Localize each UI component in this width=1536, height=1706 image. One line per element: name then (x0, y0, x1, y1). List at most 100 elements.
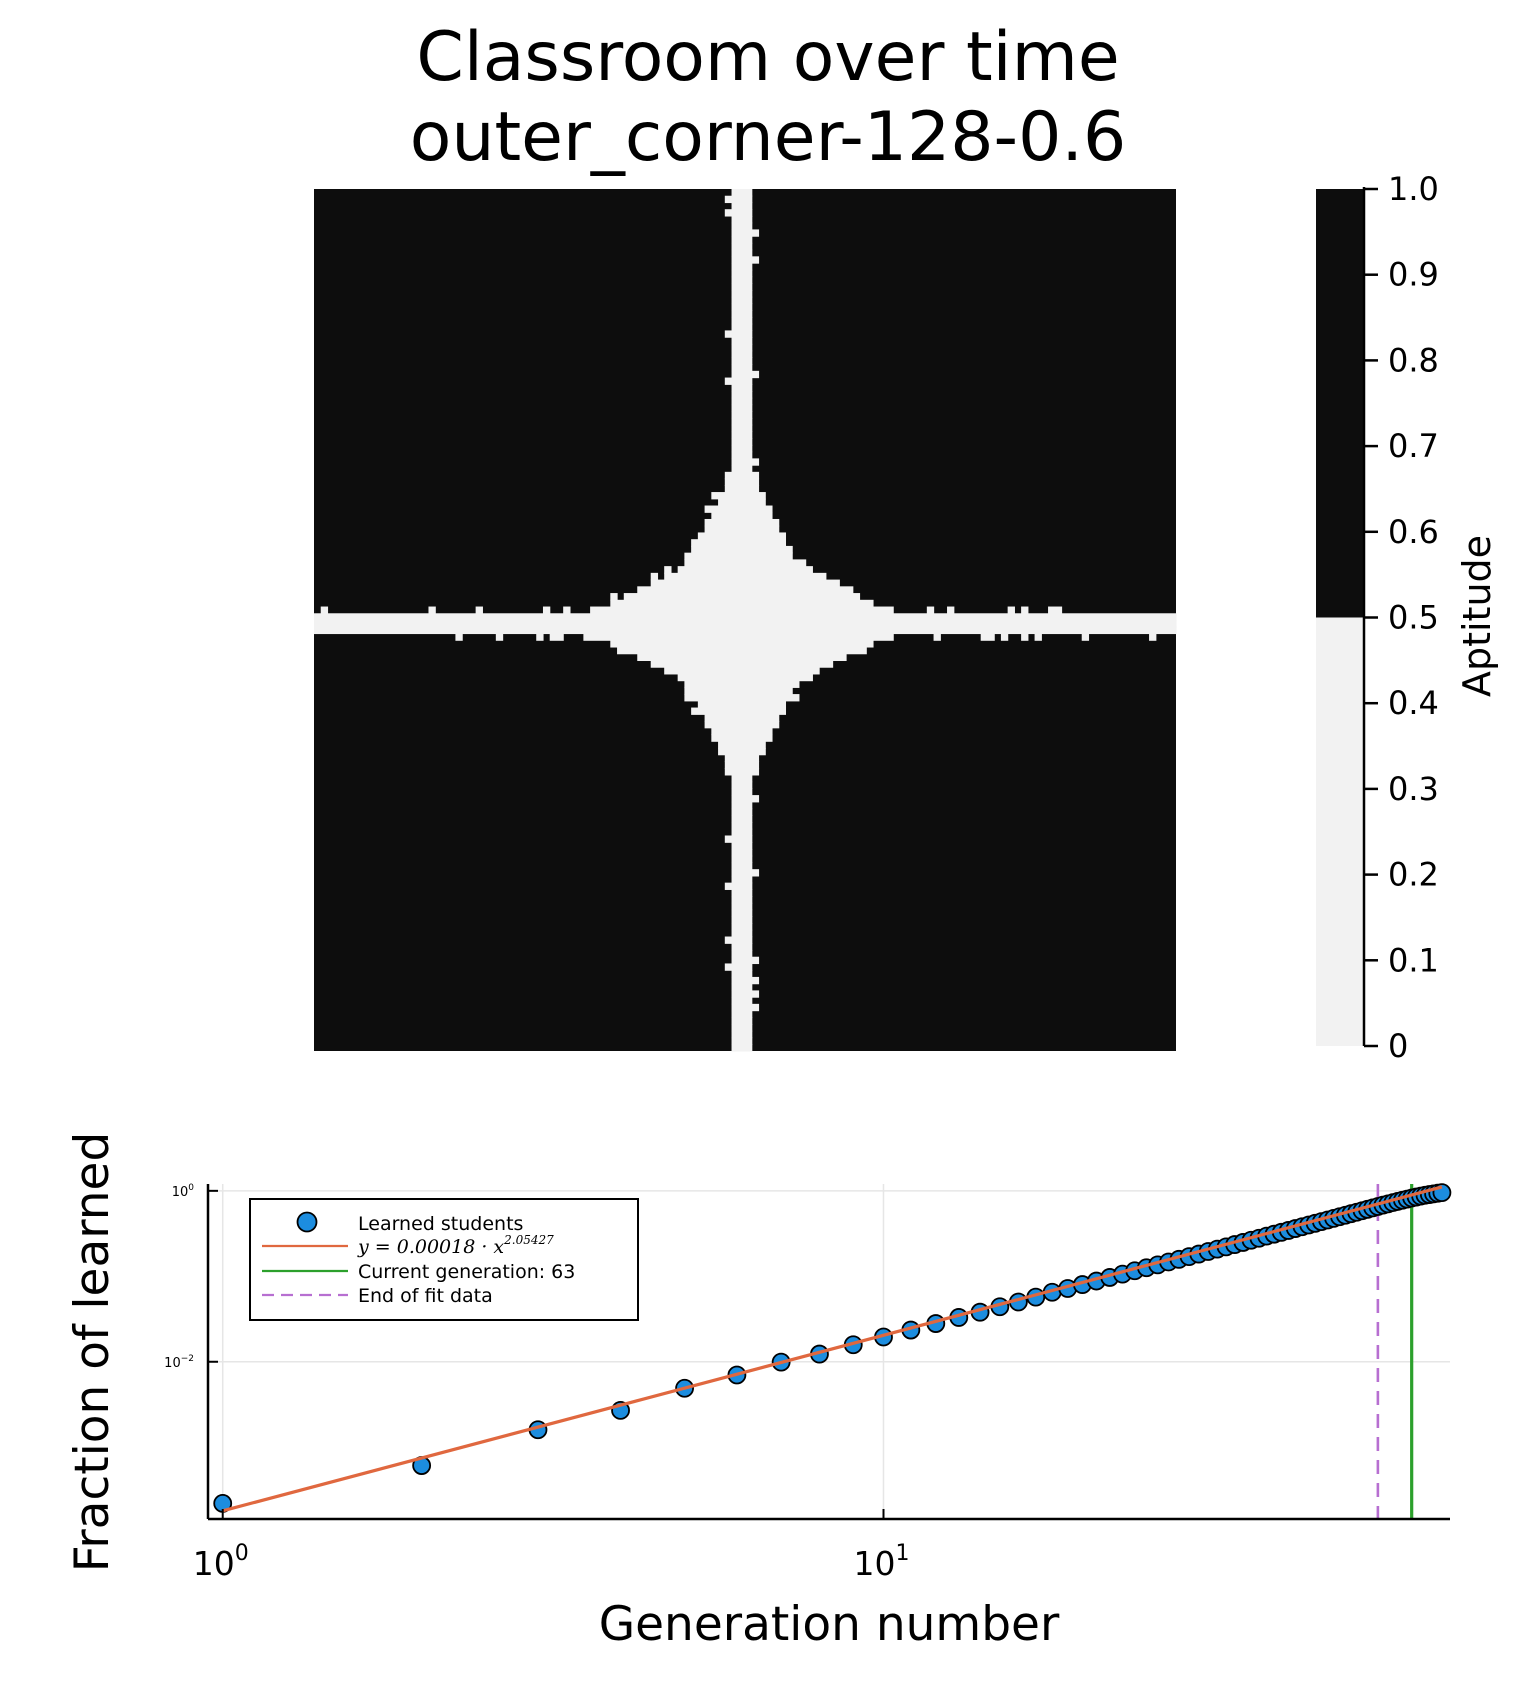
heatmap-light-run (724, 835, 753, 843)
colorbar-tick-label: 0.3 (1388, 770, 1439, 808)
heatmap-light-run (731, 276, 753, 284)
heatmap-light-run (731, 256, 760, 264)
heatmap-light-run (731, 1037, 753, 1045)
heatmap-light-run (731, 263, 753, 271)
heatmap-light-run (731, 444, 753, 453)
heatmap-light-run (731, 909, 753, 917)
heatmap-light-run (549, 633, 564, 641)
heatmap-light-run (731, 236, 753, 244)
colorbar-tick-label: 1.0 (1388, 170, 1439, 208)
heatmap-light-run (731, 431, 753, 439)
fit-line (222, 1185, 1443, 1513)
x-axis-ticks: 100 101 (193, 1509, 909, 1583)
heatmap-light-run (724, 377, 753, 385)
heatmap-light-run (731, 1044, 753, 1052)
heatmap-light-run (731, 458, 760, 466)
heatmap-light-run (731, 949, 753, 958)
heatmap-light-run (731, 943, 753, 951)
heatmap-light-run (650, 572, 659, 581)
heatmap-light-run (724, 754, 760, 763)
y-tick-exponent: 0 (188, 1183, 194, 1193)
heatmap-light-run (731, 465, 753, 473)
heatmap-title-line1: Classroom over time (416, 18, 1119, 97)
heatmap-light-run (731, 451, 753, 459)
heatmap-light-run (731, 869, 760, 877)
colorbar-tick-label: 0.8 (1388, 341, 1439, 379)
legend-label-end-fit: End of fit data (358, 1285, 493, 1307)
heatmap-light-run (731, 875, 753, 884)
heatmap-light-run (731, 242, 753, 251)
heatmap-light-run (731, 774, 753, 783)
heatmap-light-run (664, 566, 672, 574)
colorbar-tick-label: 0.9 (1388, 256, 1439, 294)
heatmap-light-run (623, 593, 861, 601)
heatmap-light-run (590, 606, 894, 614)
heatmap-light-run (731, 822, 753, 830)
heatmap-light-run (724, 882, 753, 890)
legend-label-current: Current generation: 63 (358, 1261, 575, 1283)
colorbar-tick-label: 0 (1388, 1027, 1408, 1065)
heatmap-light-run (731, 215, 753, 224)
heatmap-light-run (684, 552, 793, 560)
heatmap-light-run (1149, 633, 1157, 641)
heatmap-light-run (314, 620, 1177, 628)
heatmap-light-run (731, 862, 753, 870)
colorbar-tick-label: 0.5 (1388, 599, 1439, 637)
heatmap-light-run (731, 384, 753, 392)
heatmap-light-run (711, 512, 773, 520)
heatmap-light-run (731, 976, 760, 985)
heatmap-light-run (731, 902, 753, 911)
vertical-lines (1376, 1184, 1414, 1519)
legend-fit-formula: y = 0.00018 · x (357, 1236, 504, 1258)
heatmap-light-run (731, 842, 753, 850)
x-tick-exponent: 0 (235, 1541, 249, 1566)
heatmap-light-run (731, 283, 753, 291)
heatmap-light-run (320, 606, 329, 614)
x-axis-label: Generation number (599, 1597, 1060, 1652)
heatmap-light-run (731, 970, 753, 978)
heatmap-light-run (731, 249, 753, 257)
heatmap-light-run (731, 343, 753, 352)
heatmap-light-run (455, 633, 463, 641)
colorbar-light-band (1316, 617, 1364, 1046)
heatmap-light-run (724, 963, 753, 971)
x-tick-base: 10 (853, 1544, 895, 1583)
x-tick-label: 100 (193, 1541, 249, 1583)
heatmap-light-run (542, 606, 551, 614)
heatmap-light-run (637, 586, 854, 594)
x-tick-exponent: 1 (895, 1541, 909, 1566)
heatmap-light-run (731, 1003, 760, 1012)
heatmap-light-run (724, 761, 760, 769)
y-tick-exponent: −2 (181, 1354, 194, 1364)
heatmap-light-run (650, 660, 834, 668)
heatmap-light-run (1000, 633, 1009, 641)
heatmap-light-run (718, 741, 766, 749)
heatmap-light-run (610, 599, 874, 608)
heatmap-light-run (731, 788, 753, 796)
heatmap-light-run (691, 545, 793, 554)
legend: Learned students y = 0.00018 · x2.05427 … (249, 1198, 639, 1321)
heatmap-light-run (731, 1010, 753, 1018)
colorbar-tick-label: 0.7 (1388, 427, 1439, 465)
heatmap-light-run (475, 606, 483, 614)
heatmap-light-run (731, 801, 753, 810)
heatmap-light-run (697, 700, 787, 709)
heatmap-light-run (650, 579, 840, 587)
heatmap-light-run (495, 633, 504, 641)
heatmap-title-line2: outer_corner-128-0.6 (410, 98, 1126, 177)
heatmap-light-run (691, 539, 787, 547)
heatmap-light-run (731, 815, 753, 823)
heatmap-light-run (1081, 633, 1090, 641)
heatmap-light-run (731, 417, 753, 426)
heatmap-light-run (980, 633, 995, 641)
y-axis-label: Fraction of learned (65, 1132, 120, 1573)
heatmap-light-run (731, 404, 753, 412)
heatmap-light-run (731, 411, 753, 419)
heatmap-light-run (731, 397, 753, 406)
heatmap-light-run (691, 707, 787, 715)
y-tick-base: 10 (164, 1356, 181, 1371)
heatmap-light-run (704, 721, 780, 729)
heatmap-light-run (677, 673, 813, 682)
heatmap-light-run (664, 572, 827, 581)
